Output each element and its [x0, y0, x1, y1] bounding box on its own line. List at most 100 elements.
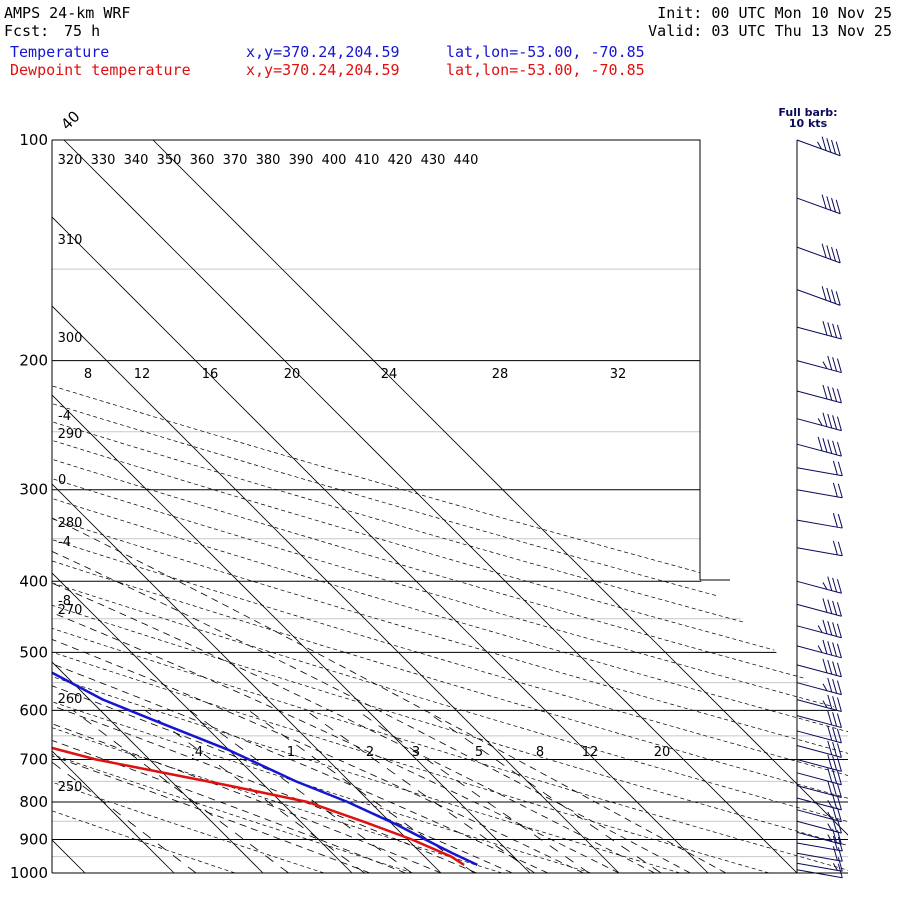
theta-label-440: 440	[454, 153, 479, 168]
wind-barb-flag	[836, 697, 842, 712]
wind-barb-shaft	[796, 758, 842, 772]
wind-barb-flag	[832, 387, 838, 402]
wind-barb-flag	[832, 482, 838, 497]
legend-temperature-name: Temperature	[10, 43, 110, 61]
dry-adiabat-330	[52, 140, 848, 873]
wind-barb-flag	[827, 413, 833, 429]
wind-barb-flag	[836, 643, 842, 658]
mixing-ratio-label: 5	[475, 745, 483, 760]
wind-barb-flag	[836, 757, 842, 772]
wind-barb	[796, 286, 841, 306]
wind-barb	[796, 321, 842, 340]
wind-barb-flag	[832, 460, 838, 476]
wind-barb-flag	[836, 623, 842, 638]
legend-dewpoint-latlon: lat,lon=-53.00, -70.85	[446, 61, 645, 79]
wind-barb-flag	[832, 712, 838, 727]
isotherm-line	[52, 140, 264, 873]
theta-label-420: 420	[388, 153, 413, 168]
wind-barb-flag	[832, 835, 838, 851]
wind-barb-flag	[827, 599, 833, 614]
wind-barb	[796, 694, 842, 712]
wind-barb-shaft	[796, 772, 842, 786]
wind-barb-flag	[837, 541, 843, 556]
isotherm-line	[63, 140, 798, 873]
dry-adiabat-440	[52, 140, 848, 873]
theta-label-340: 340	[124, 153, 149, 168]
wind-barb	[796, 243, 841, 264]
wind-barb	[796, 806, 842, 823]
moist-adiabat	[52, 360, 691, 873]
wind-barb-flag	[832, 727, 838, 742]
theta-label-390: 390	[289, 153, 314, 168]
theta-label-250: 250	[58, 780, 83, 795]
wind-barb-flag	[827, 677, 833, 693]
wind-barb-flag	[832, 806, 838, 821]
theta-label-300: 300	[58, 331, 83, 346]
thetae-label-8: 8	[84, 367, 92, 382]
wind-barb-flag	[827, 620, 833, 636]
wind-barb-flag	[836, 602, 842, 617]
wind-barb-flag	[827, 386, 833, 401]
pressure-label-900: 900	[19, 830, 48, 848]
wind-barb-shaft	[796, 139, 841, 157]
wind-barb-flag	[822, 412, 828, 427]
wind-barb-shaft	[796, 197, 841, 215]
isotherm-line	[152, 140, 848, 873]
wind-barb-flag	[836, 795, 842, 811]
wind-barb	[796, 136, 841, 157]
wind-barb-shaft	[796, 715, 842, 729]
wind-barb-flag	[821, 243, 827, 258]
wind-barb-flag	[827, 740, 833, 755]
theta-label-360: 360	[190, 153, 215, 168]
wind-barb-flag	[835, 199, 841, 214]
pressure-label-400: 400	[19, 572, 48, 590]
wind-barb	[796, 857, 843, 872]
wind-barb-shaft	[796, 862, 843, 872]
wind-barb-flag	[826, 196, 832, 211]
pressure-label-500: 500	[19, 643, 48, 661]
dry-adiabat-290	[52, 140, 592, 873]
wind-barb-shaft	[796, 645, 842, 659]
temperature-line	[52, 140, 478, 867]
wind-barb-shaft	[796, 809, 842, 823]
pressure-label-800: 800	[19, 793, 48, 811]
wind-barb-flag	[821, 136, 827, 151]
dry-adiabat-340	[52, 140, 848, 873]
theta-label-410: 410	[355, 153, 380, 168]
wind-barb-flag	[831, 246, 837, 262]
wind-barb-flag	[817, 645, 823, 653]
mixing-ratio-label: 1	[287, 745, 295, 760]
wind-barb-flag	[827, 754, 833, 769]
sounding-curves	[52, 140, 478, 867]
thetae-label-20: 20	[284, 367, 301, 382]
wind-barb-flag	[826, 287, 832, 303]
wind-barb-flag	[837, 513, 843, 529]
dewpoint-line	[52, 140, 465, 866]
wind-barb-flag	[822, 361, 828, 369]
wind-barb-flag	[832, 440, 838, 455]
moist-adiabat	[52, 411, 406, 873]
wind-barb-shaft	[796, 547, 843, 557]
forecast-label: Fcst:	[4, 22, 50, 40]
wind-barb-flag	[836, 441, 842, 457]
model-title: AMPS 24-km WRF	[4, 4, 131, 22]
wind-legend-line1: Full barb:	[778, 106, 837, 119]
theta-label-430: 430	[421, 153, 446, 168]
wind-barb-flag	[832, 794, 838, 809]
small-temp-label: -4	[58, 409, 71, 424]
wind-barb-flag	[822, 321, 828, 336]
frame-top-right	[52, 139, 701, 580]
wind-barb-shaft	[796, 785, 842, 799]
wind-barb-flag	[836, 807, 842, 822]
mixing-ratio-label: 20	[654, 745, 671, 760]
wind-barb-flag	[827, 694, 833, 710]
wind-barb	[796, 658, 842, 678]
mixing-ratio-label: 3	[412, 745, 420, 760]
wind-barb-flag	[827, 767, 833, 783]
wind-barb-flag	[832, 828, 838, 844]
wind-barb-flag	[821, 286, 827, 301]
isotherm-line	[52, 140, 442, 873]
wind-barb-flag	[827, 780, 833, 796]
small-temp-label: -8	[58, 594, 71, 609]
